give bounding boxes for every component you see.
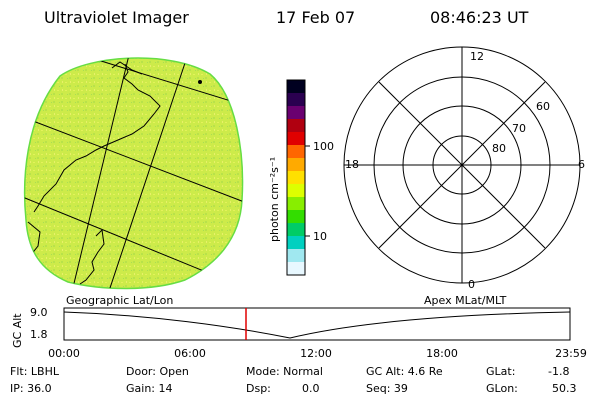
xtick-2359: 23:59 — [555, 347, 587, 360]
colorbar-tick-100: 100 — [313, 140, 334, 153]
colorbar-band — [287, 197, 305, 211]
xtick-1800: 18:00 — [426, 347, 458, 360]
info-glat-value: -1.8 — [548, 365, 570, 378]
info-door: Door: Open — [126, 365, 189, 378]
info-dsp-label: Dsp: — [246, 382, 271, 395]
colorbar-band — [287, 145, 305, 159]
info-flt: Flt: LBHL — [10, 365, 59, 378]
timeline-ytick-bottom: 1.8 — [30, 328, 48, 341]
xtick-0600: 06:00 — [174, 347, 206, 360]
info-dsp-value: 0.0 — [302, 382, 320, 395]
colorbar-band — [287, 132, 305, 146]
colorbar-band — [287, 93, 305, 107]
time-label: 08:46:23 UT — [430, 8, 529, 27]
lat-label-80: 80 — [492, 142, 506, 155]
colorbar-band — [287, 106, 305, 120]
info-glon-value: 50.3 — [552, 382, 577, 395]
colorbar-band — [287, 223, 305, 237]
xtick-1200: 12:00 — [300, 347, 332, 360]
info-mode: Mode: Normal — [246, 365, 323, 378]
colorbar-tick-10: 10 — [313, 230, 327, 243]
colorbar-band — [287, 184, 305, 198]
date-label: 17 Feb 07 — [276, 8, 356, 27]
info-seq: Seq: 39 — [366, 382, 408, 395]
coastline — [33, 63, 161, 213]
info-gain: Gain: 14 — [126, 382, 173, 395]
timeline-right-caption: Apex MLat/MLT — [424, 294, 507, 307]
lat-label-60: 60 — [536, 100, 550, 113]
colorbar-band — [287, 249, 305, 263]
mlt-label-6: 6 — [578, 158, 585, 171]
timeline-ylabel: GC Alt — [11, 313, 24, 348]
geo-grid — [24, 58, 243, 289]
altitude-timeline: Geographic Lat/Lon Apex MLat/MLT GC Alt … — [11, 294, 587, 360]
colorbar-band — [287, 171, 305, 185]
info-ip: IP: 36.0 — [10, 382, 52, 395]
colorbar-band — [287, 262, 305, 276]
colorbar-band — [287, 119, 305, 133]
info-glon-label: GLon: — [486, 382, 518, 395]
earth-image — [23, 57, 244, 290]
colorbar-band — [287, 158, 305, 172]
app-title: Ultraviolet Imager — [44, 8, 189, 27]
colorbar-band — [287, 236, 305, 250]
colorbar-band — [287, 210, 305, 224]
timeline-left-caption: Geographic Lat/Lon — [66, 294, 173, 307]
info-gc-alt: GC Alt: 4.6 Re — [366, 365, 443, 378]
altitude-curve — [63, 311, 571, 339]
polar-plot — [343, 46, 581, 284]
coastline — [79, 228, 105, 285]
mlt-label-0: 0 — [468, 278, 475, 291]
xtick-0000: 00:00 — [48, 347, 80, 360]
info-glat-label: GLat: — [486, 365, 516, 378]
timeline-ytick-top: 9.0 — [30, 306, 48, 319]
lat-label-70: 70 — [512, 122, 526, 135]
colorbar-unit-label: photon cm⁻²s⁻¹ — [268, 157, 281, 242]
mlt-label-18: 18 — [345, 158, 359, 171]
colorbar: 100 10 photon cm⁻²s⁻¹ — [268, 79, 334, 276]
colorbar-band — [287, 80, 305, 94]
mlt-label-12: 12 — [470, 50, 484, 63]
